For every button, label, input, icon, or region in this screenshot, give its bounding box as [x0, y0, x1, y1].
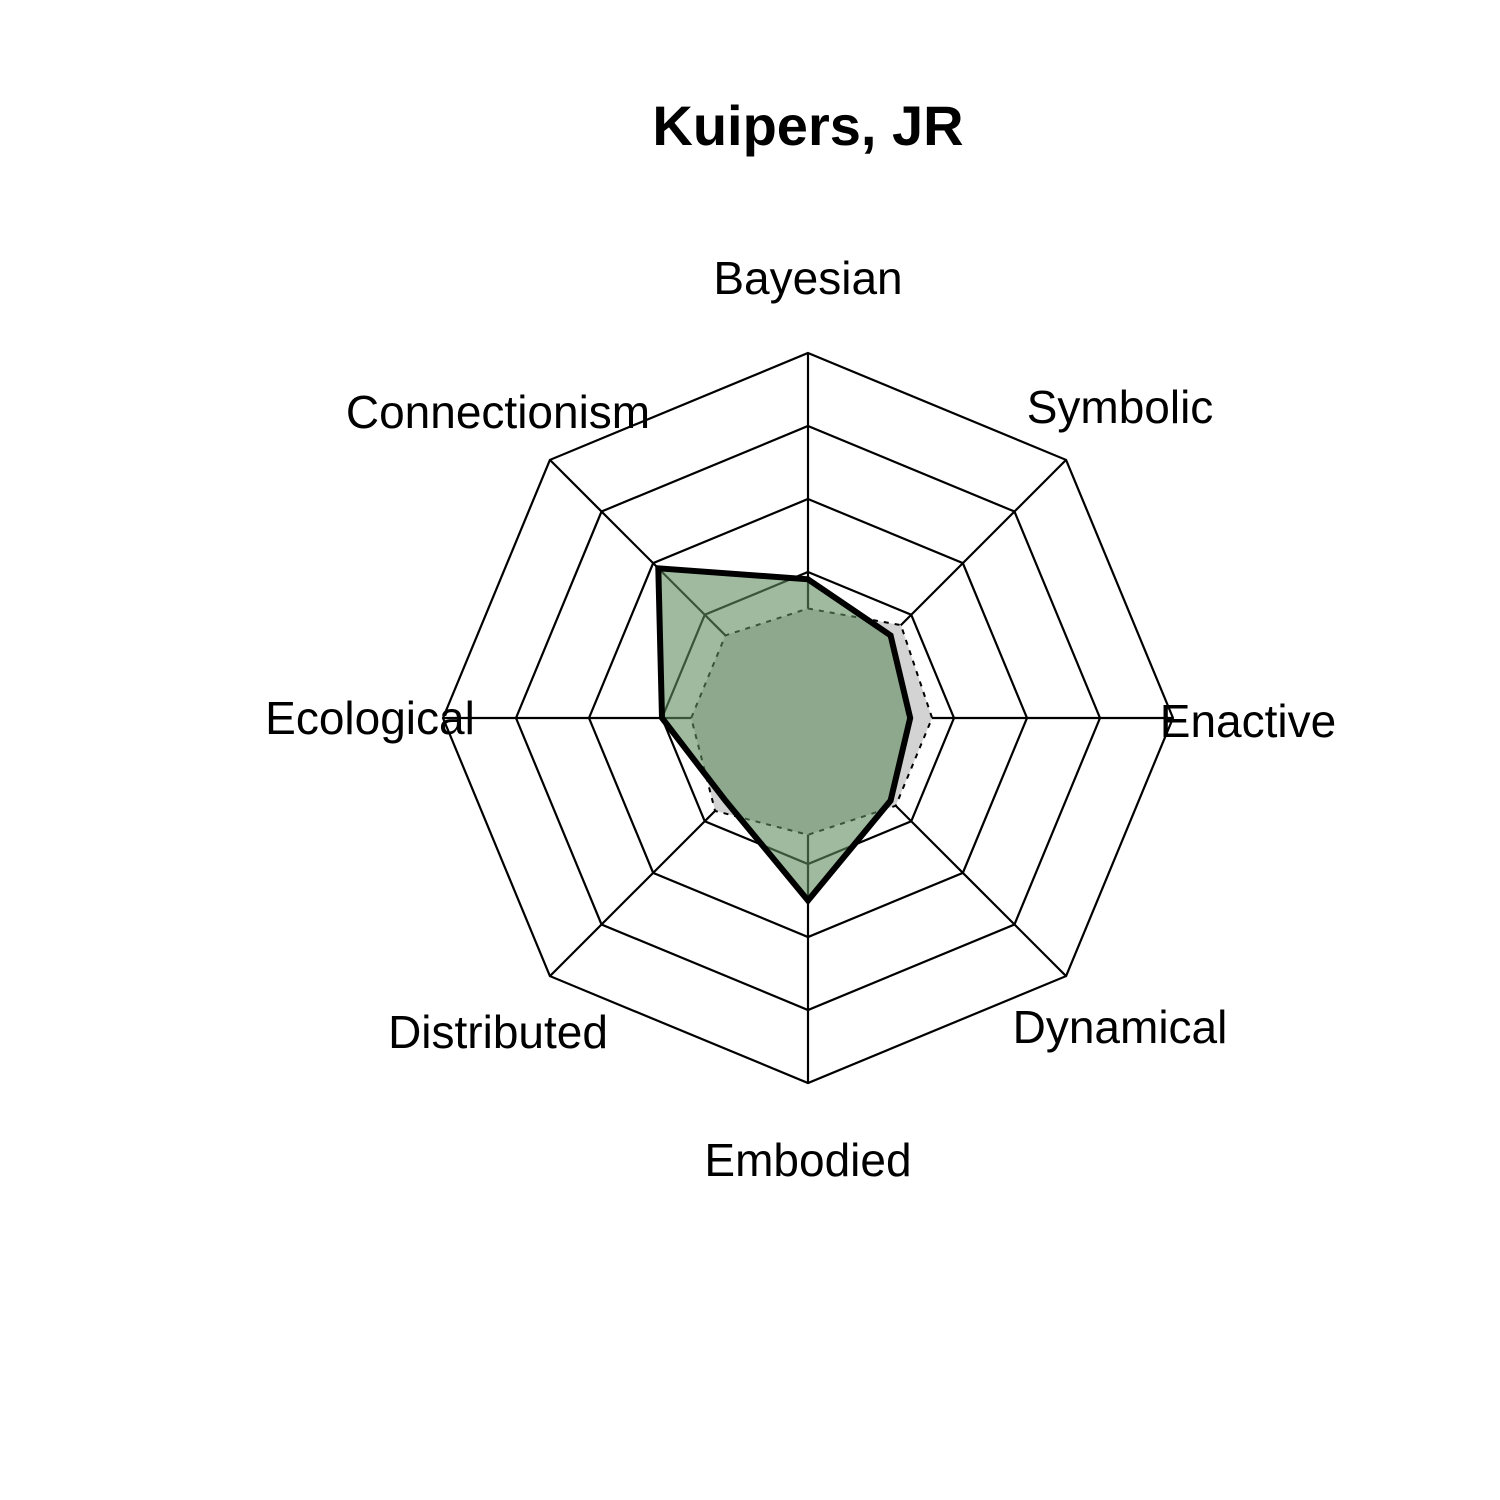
axis-label-symbolic: Symbolic	[1027, 381, 1214, 433]
axis-label-distributed: Distributed	[388, 1006, 608, 1058]
axis-label-embodied: Embodied	[704, 1134, 911, 1186]
series-subject-area	[655, 565, 914, 906]
axis-label-dynamical: Dynamical	[1013, 1001, 1228, 1053]
axis-label-connectionism: Connectionism	[346, 386, 650, 438]
axis-label-bayesian: Bayesian	[713, 252, 902, 304]
axis-labels: Bayesian Symbolic Enactive Dynamical Embodie…	[265, 252, 1336, 1186]
chart-title: Kuipers, JR	[652, 94, 963, 157]
axis-label-enactive: Enactive	[1160, 695, 1336, 747]
axis-label-ecological: Ecological	[265, 692, 475, 744]
radar-series	[655, 565, 934, 906]
